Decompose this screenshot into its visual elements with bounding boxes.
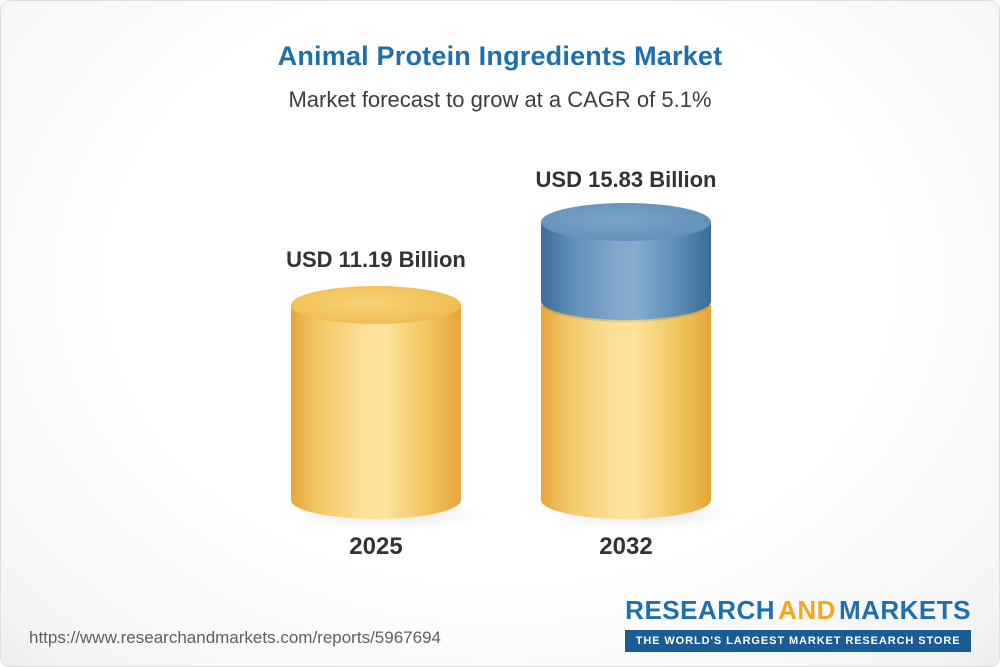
logo-word-markets: MARKETS: [838, 595, 971, 625]
logo-word-and: AND: [778, 595, 836, 625]
category-label-2025: 2025: [349, 533, 403, 560]
cylinder-top-2032: [541, 203, 711, 242]
logo-word-research: RESEARCH: [625, 595, 776, 625]
logo-wordmark: RESEARCH AND MARKETS: [625, 595, 971, 626]
bar-segment-base-2032: [541, 304, 711, 519]
bar-segment-base-2025: [291, 304, 461, 519]
research-and-markets-logo: RESEARCH AND MARKETS THE WORLD'S LARGEST M…: [625, 595, 971, 652]
category-label-2032: 2032: [599, 533, 653, 560]
source-url-link[interactable]: https://www.researchandmarkets.com/repor…: [29, 628, 441, 647]
value-label-2032: USD 15.83 Billion: [535, 167, 717, 192]
page-title: Animal Protein Ingredients Market: [277, 41, 723, 71]
value-label-2025: USD 11.19 Billion: [286, 247, 466, 272]
cylinder-top-2025: [291, 285, 461, 324]
page-subtitle: Market forecast to grow at a CAGR of 5.1…: [288, 87, 712, 112]
logo-tagline: THE WORLD'S LARGEST MARKET RESEARCH STOR…: [625, 630, 971, 652]
